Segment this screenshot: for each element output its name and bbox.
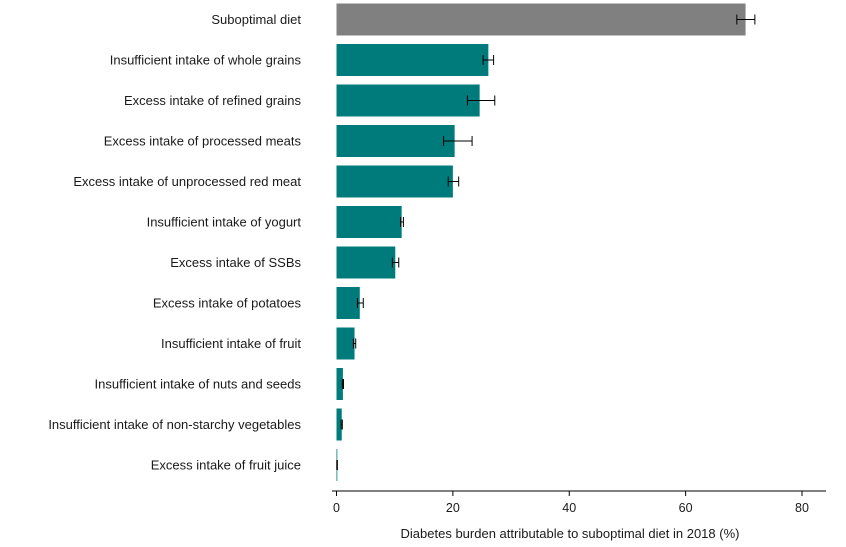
category-labels: Suboptimal diet Insufficient intake of wh… [48, 12, 301, 473]
category-label: Excess intake of fruit juice [151, 458, 301, 473]
bar [336, 287, 360, 319]
category-label: Insufficient intake of nuts and seeds [95, 377, 302, 392]
x-tick-label: 0 [333, 501, 340, 515]
x-axis: 0 20 40 60 80 [332, 490, 826, 515]
bar [336, 327, 355, 360]
bar [336, 84, 480, 117]
x-tick-label: 20 [446, 501, 460, 515]
bar [336, 165, 453, 198]
x-tick-label: 40 [562, 501, 576, 515]
bars [336, 3, 746, 481]
category-label: Suboptimal diet [211, 12, 301, 27]
bar [336, 125, 455, 157]
bar [336, 44, 489, 76]
bar [336, 408, 342, 441]
error-bars [336, 14, 756, 470]
bar [336, 3, 746, 36]
category-label: Insufficient intake of fruit [161, 336, 301, 351]
bar [336, 206, 402, 238]
category-label: Excess intake of potatoes [153, 296, 302, 311]
category-label: Excess intake of refined grains [124, 93, 302, 108]
bar [336, 246, 396, 279]
x-tick-label: 60 [679, 501, 693, 515]
category-label: Excess intake of processed meats [104, 134, 302, 149]
bar [336, 368, 343, 400]
category-label: Excess intake of SSBs [170, 255, 301, 270]
category-label: Insufficient intake of non-starchy veget… [48, 417, 301, 432]
x-axis-title: Diabetes burden attributable to suboptim… [401, 526, 740, 541]
x-tick-label: 80 [795, 501, 809, 515]
category-label: Excess intake of unprocessed red meat [73, 174, 301, 189]
category-label: Insufficient intake of whole grains [110, 53, 302, 68]
category-label: Insufficient intake of yogurt [147, 215, 302, 230]
